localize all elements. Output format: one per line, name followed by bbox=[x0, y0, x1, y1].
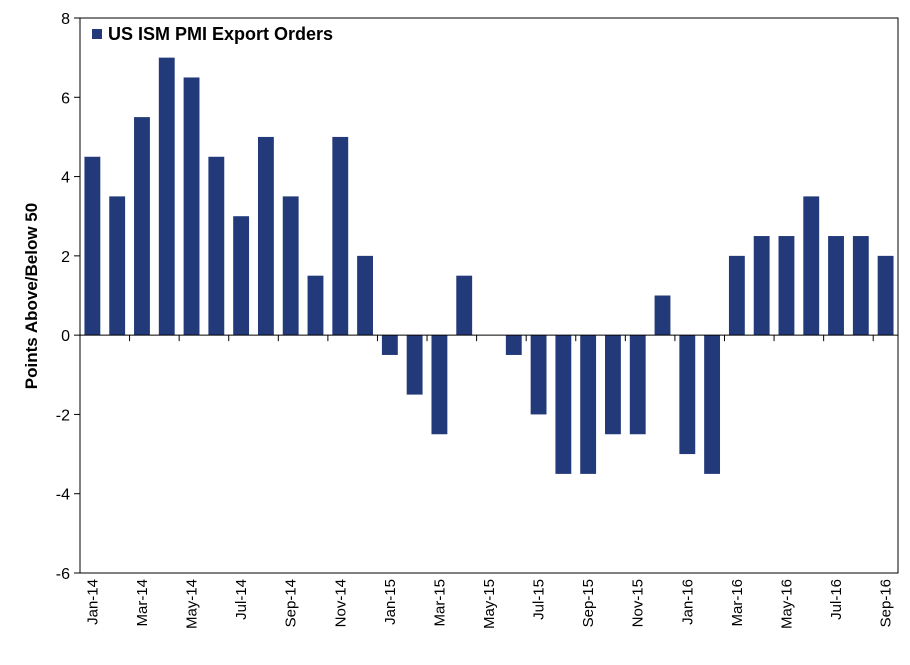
bar-Mar-16 bbox=[728, 255, 745, 336]
bar-Jul-14 bbox=[233, 216, 250, 336]
bar-Jun-15 bbox=[505, 335, 522, 355]
y-tick-label: 6 bbox=[61, 90, 70, 107]
bar-Dec-14 bbox=[357, 255, 373, 336]
x-tick-label: Mar-14 bbox=[134, 579, 151, 627]
bar-Apr-14 bbox=[158, 57, 175, 336]
bar-Mar-14 bbox=[134, 117, 150, 336]
bar-Jun-14 bbox=[208, 156, 225, 336]
bar-Mar-15 bbox=[431, 335, 448, 435]
y-tick-label: 2 bbox=[61, 249, 70, 266]
bar-Sep-15 bbox=[580, 335, 597, 474]
x-tick-label: Nov-14 bbox=[332, 579, 349, 627]
bar-Feb-15 bbox=[406, 335, 423, 395]
y-tick-label: -6 bbox=[56, 566, 70, 583]
y-tick-label: -2 bbox=[56, 407, 70, 424]
y-tick-label: 8 bbox=[61, 11, 70, 28]
bar-Jan-16 bbox=[679, 335, 696, 455]
y-tick-label: 4 bbox=[61, 170, 70, 187]
bar-Nov-15 bbox=[629, 335, 646, 435]
bar-Apr-16 bbox=[753, 236, 770, 336]
bar-Feb-16 bbox=[704, 335, 721, 474]
y-tick-label: 0 bbox=[61, 328, 70, 345]
legend: US ISM PMI Export Orders bbox=[92, 24, 333, 44]
x-tick-label: Jan-15 bbox=[382, 579, 399, 625]
x-tick-label: Jan-14 bbox=[84, 579, 101, 625]
bar-Nov-14 bbox=[332, 136, 349, 336]
y-tick-labels: -6 -4 -2 0 2 4 6 8 bbox=[56, 11, 70, 583]
x-tick-labels: Jan-14 Mar-14 May-14 Jul-14 Sep-14 Nov-14 Jan-… bbox=[84, 579, 894, 629]
x-tick-label: Sep-16 bbox=[878, 579, 895, 627]
legend-swatch bbox=[92, 29, 102, 39]
legend-label: US ISM PMI Export Orders bbox=[108, 24, 333, 44]
bar-Sep-16 bbox=[877, 255, 894, 336]
x-tick-label: Jul-14 bbox=[233, 579, 250, 620]
x-tick-label: Mar-16 bbox=[729, 579, 746, 627]
plot-frame bbox=[79, 17, 899, 574]
x-tick-label: May-15 bbox=[481, 579, 498, 629]
bar-Sep-14 bbox=[282, 196, 299, 336]
x-tick-label: Jul-15 bbox=[531, 579, 548, 620]
x-tick-label: Sep-15 bbox=[580, 579, 597, 627]
bar-Jun-16 bbox=[803, 196, 820, 336]
bar-Feb-14 bbox=[109, 196, 126, 336]
x-tick-label: Sep-14 bbox=[283, 579, 300, 627]
x-tick-label: May-16 bbox=[778, 579, 795, 629]
bar-Apr-15 bbox=[456, 275, 473, 336]
bar-May-14 bbox=[183, 77, 200, 336]
bar-Oct-15 bbox=[605, 335, 621, 435]
bar-Oct-14 bbox=[307, 275, 324, 336]
bar-Aug-16 bbox=[852, 236, 869, 336]
bar-Jul-16 bbox=[828, 236, 844, 336]
bars-group bbox=[84, 57, 894, 474]
x-tick-label: Mar-15 bbox=[431, 579, 448, 627]
x-tick-label: May-14 bbox=[184, 579, 201, 629]
x-tick-label: Jul-16 bbox=[828, 579, 845, 620]
plot-border bbox=[79, 17, 899, 574]
bar-Jan-14 bbox=[84, 156, 101, 336]
bar-Jul-15 bbox=[530, 335, 547, 415]
bar-Aug-15 bbox=[555, 335, 572, 474]
x-tick-label: Nov-15 bbox=[630, 579, 647, 627]
axes-group bbox=[74, 17, 898, 574]
bar-Aug-14 bbox=[257, 136, 274, 336]
bar-Dec-15 bbox=[654, 295, 671, 336]
y-axis-title: Points Above/Below 50 bbox=[22, 203, 41, 389]
y-tick-label: -4 bbox=[56, 487, 70, 504]
x-tick-label: Jan-16 bbox=[679, 579, 696, 625]
bar-Jan-15 bbox=[381, 335, 398, 355]
bar-May-16 bbox=[778, 236, 795, 336]
